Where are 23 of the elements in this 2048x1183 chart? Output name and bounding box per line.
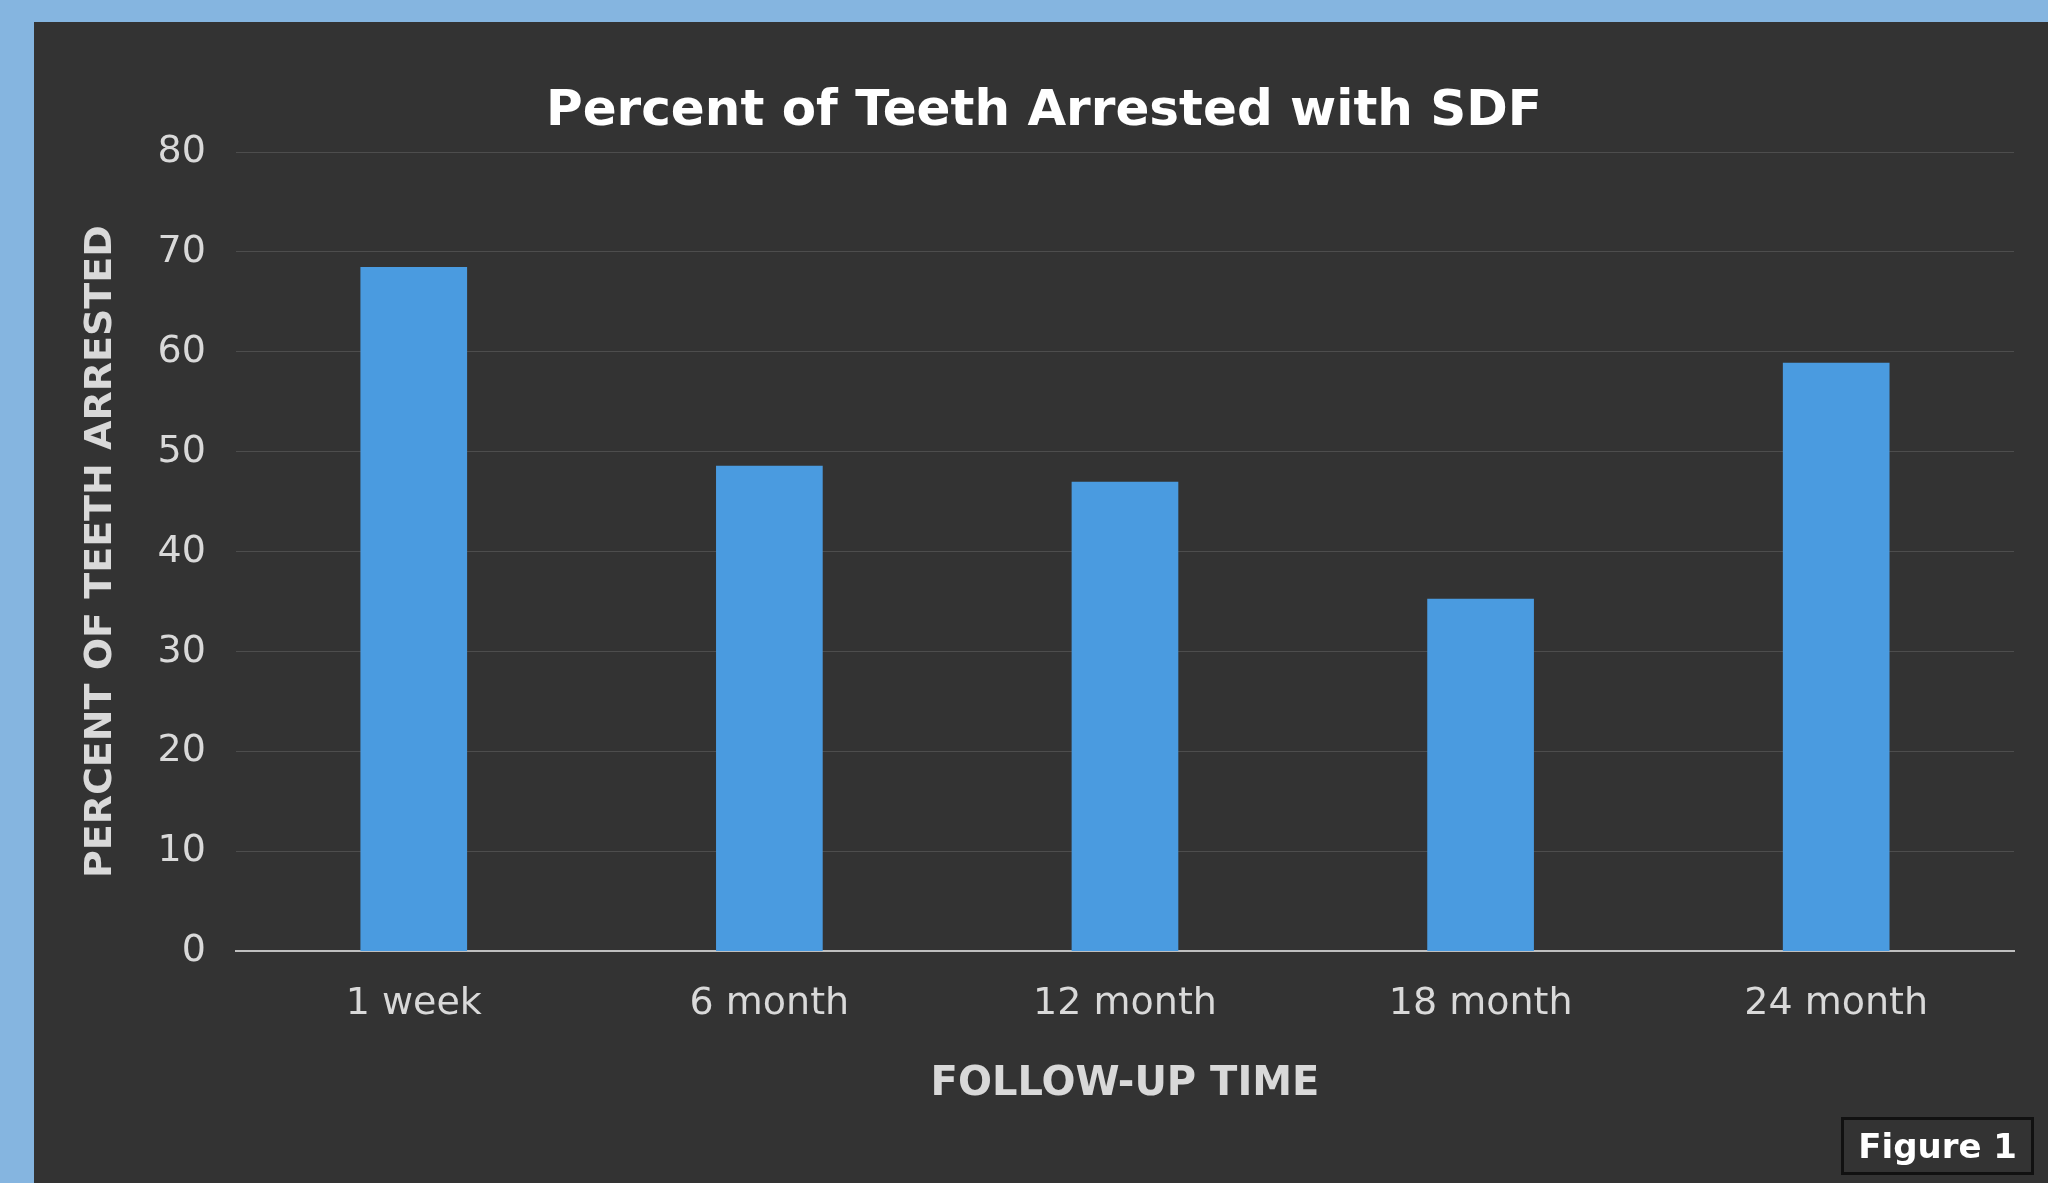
caption: Figure 1 xyxy=(1841,1117,2034,1175)
y-axis-title: PERCENT OF TEETH ARRESTED xyxy=(75,225,120,879)
bar xyxy=(716,465,823,951)
x-tick-label: 6 month xyxy=(689,979,850,1024)
y-tick-label: 70 xyxy=(157,226,206,271)
bar xyxy=(1427,598,1534,951)
x-tick-label: 12 month xyxy=(1033,979,1217,1024)
chart-title: Percent of Teeth Arrested with SDF xyxy=(546,78,1542,137)
bar xyxy=(1071,481,1179,951)
y-tick-label: 0 xyxy=(181,926,206,971)
x-tick-label: 1 week xyxy=(345,979,482,1024)
y-tick-label: 10 xyxy=(157,826,206,871)
y-tick-label: 60 xyxy=(157,326,206,371)
y-tick-label: 50 xyxy=(157,426,206,471)
bar xyxy=(360,266,468,951)
y-tick-label: 30 xyxy=(157,626,206,671)
bar xyxy=(1782,362,1890,951)
y-tick-label: 20 xyxy=(157,726,206,771)
x-tick-label: 18 month xyxy=(1388,979,1573,1024)
x-axis-title: FOLLOW-UP TIME xyxy=(930,1058,1320,1105)
y-tick-label: 40 xyxy=(157,526,206,571)
x-tick-label: 24 month xyxy=(1744,979,1929,1024)
y-tick-label: 80 xyxy=(157,126,206,171)
